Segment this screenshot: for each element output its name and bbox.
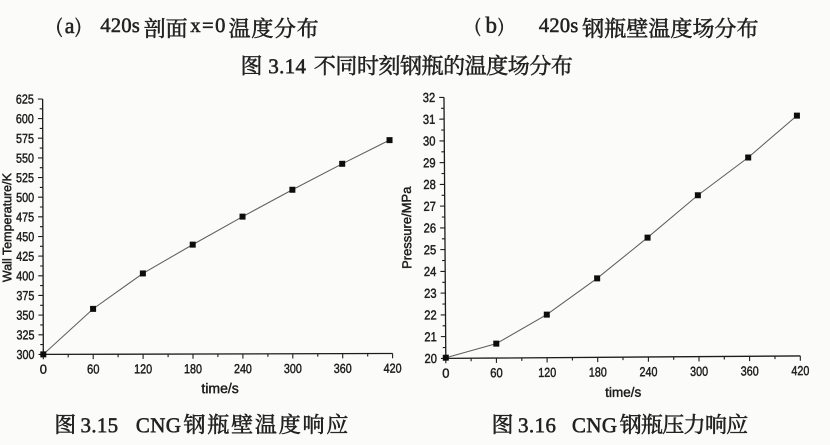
svg-text:425: 425: [16, 249, 34, 264]
svg-text:300: 300: [284, 361, 302, 376]
svg-text:0: 0: [40, 362, 47, 377]
svg-text:375: 375: [16, 288, 34, 303]
svg-text:240: 240: [234, 361, 252, 376]
svg-text:27: 27: [423, 199, 436, 214]
svg-text:60: 60: [490, 365, 503, 380]
svg-text:time/s: time/s: [201, 380, 238, 396]
svg-text:28: 28: [423, 177, 436, 192]
svg-text:420: 420: [791, 363, 809, 378]
svg-text:350: 350: [16, 308, 34, 323]
svg-text:500: 500: [16, 190, 34, 205]
svg-text:26: 26: [424, 220, 437, 235]
svg-text:360: 360: [334, 361, 352, 376]
svg-text:22: 22: [424, 307, 437, 322]
svg-text:325: 325: [16, 327, 34, 342]
svg-text:32: 32: [423, 90, 436, 105]
svg-text:450: 450: [16, 229, 34, 244]
svg-text:time/s: time/s: [605, 385, 641, 400]
svg-text:360: 360: [741, 363, 759, 378]
svg-text:31: 31: [423, 112, 436, 127]
svg-text:180: 180: [589, 364, 607, 379]
svg-text:420: 420: [384, 361, 402, 376]
svg-text:30: 30: [423, 133, 436, 148]
svg-text:0: 0: [442, 366, 449, 381]
svg-text:23: 23: [424, 286, 437, 301]
svg-text:Pressure/MPa: Pressure/MPa: [399, 186, 415, 269]
svg-text:20: 20: [424, 351, 437, 366]
svg-text:24: 24: [424, 264, 437, 279]
svg-text:Wall Temperature/K: Wall Temperature/K: [0, 172, 14, 282]
svg-text:60: 60: [87, 361, 100, 376]
svg-text:625: 625: [16, 92, 34, 107]
svg-text:550: 550: [16, 151, 34, 166]
svg-text:120: 120: [134, 361, 152, 376]
svg-text:475: 475: [16, 209, 34, 224]
svg-text:29: 29: [423, 155, 436, 170]
svg-text:525: 525: [16, 170, 34, 185]
svg-text:400: 400: [16, 268, 34, 283]
svg-text:21: 21: [424, 329, 437, 344]
svg-text:300: 300: [16, 347, 34, 362]
svg-text:180: 180: [184, 361, 202, 376]
svg-text:575: 575: [16, 131, 34, 146]
svg-text:120: 120: [538, 365, 556, 380]
svg-text:300: 300: [690, 364, 708, 379]
svg-text:600: 600: [16, 111, 34, 126]
svg-text:25: 25: [424, 242, 437, 257]
svg-text:240: 240: [639, 364, 657, 379]
